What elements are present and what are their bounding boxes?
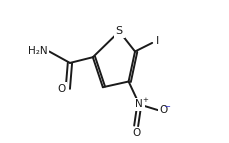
Text: O: O xyxy=(131,128,140,138)
Text: S: S xyxy=(115,26,122,36)
Text: +: + xyxy=(142,97,147,103)
Text: N: N xyxy=(135,99,143,109)
Text: O: O xyxy=(57,84,66,94)
Text: I: I xyxy=(155,36,159,46)
Text: H₂N: H₂N xyxy=(28,46,48,56)
Text: O: O xyxy=(159,105,167,115)
Text: −: − xyxy=(163,103,169,111)
